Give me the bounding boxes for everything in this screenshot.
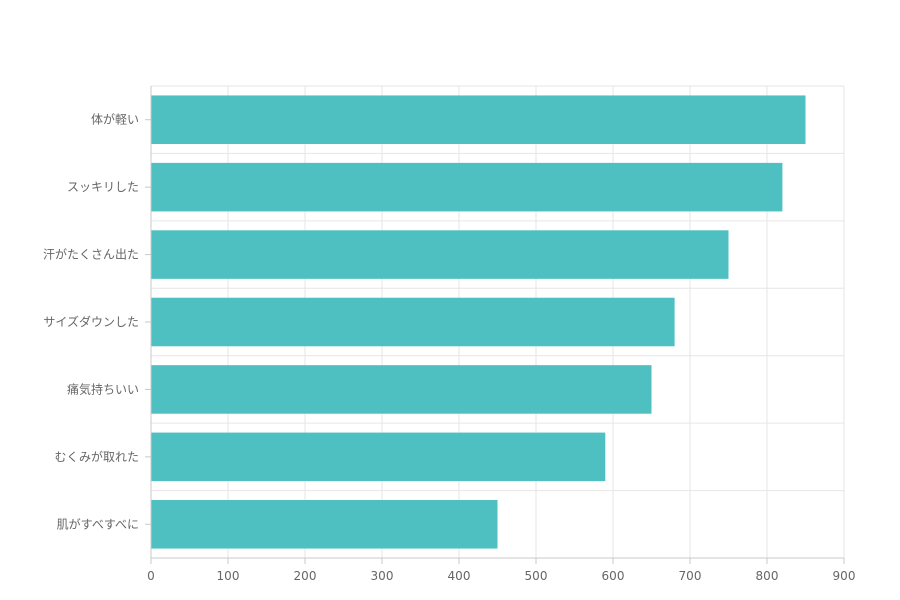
x-tick-label: 700 bbox=[679, 569, 702, 583]
labels: 0 100 200 300 400 500 600 700 800 900 体が軽いスッキリした汗が… bbox=[43, 112, 855, 583]
x-tick-label: 200 bbox=[294, 569, 317, 583]
x-tick-label: 500 bbox=[525, 569, 548, 583]
category-label: むくみが取れた bbox=[55, 449, 139, 464]
bar bbox=[151, 500, 498, 549]
x-tick-label: 900 bbox=[833, 569, 856, 583]
bar bbox=[151, 365, 652, 414]
axes bbox=[145, 86, 845, 564]
bar bbox=[151, 95, 806, 144]
category-label: スッキリした bbox=[67, 180, 139, 194]
x-tick-label: 0 bbox=[147, 569, 155, 583]
bar bbox=[151, 162, 783, 212]
category-label: 肌がすべすべに bbox=[57, 516, 139, 531]
bars bbox=[151, 95, 806, 549]
category-label: サイズダウンした bbox=[43, 314, 139, 329]
category-label: 痛気持ちいい bbox=[67, 381, 139, 396]
category-label: 汗がたくさん出た bbox=[43, 247, 139, 262]
x-tick-label: 300 bbox=[371, 569, 394, 583]
x-tick-label: 400 bbox=[448, 569, 471, 583]
x-tick-label: 800 bbox=[756, 569, 779, 583]
x-tick-label: 600 bbox=[602, 569, 625, 583]
bar bbox=[151, 230, 729, 279]
bar bbox=[151, 297, 675, 347]
bar bbox=[151, 432, 606, 482]
category-label: 体が軽い bbox=[91, 112, 139, 127]
x-tick-label: 100 bbox=[217, 569, 240, 583]
